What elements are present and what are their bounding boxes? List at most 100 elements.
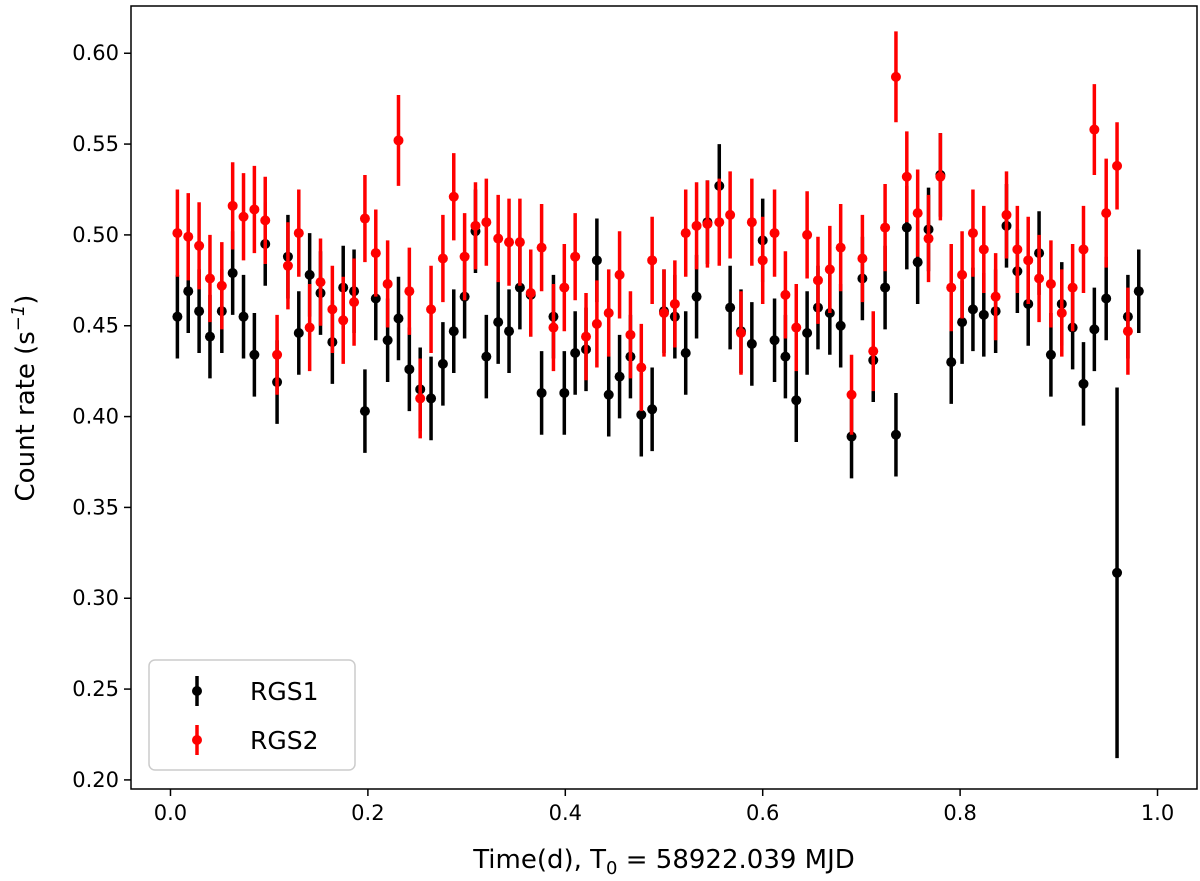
rgs1-point <box>1045 349 1056 360</box>
rgs2-point <box>227 200 238 211</box>
rgs1-point <box>636 409 647 420</box>
x-tick-label: 0.2 <box>351 801 384 825</box>
rgs2-point <box>260 215 271 226</box>
rgs2-point <box>835 242 846 253</box>
rgs2-point <box>857 253 868 264</box>
rgs1-point <box>437 358 448 369</box>
rgs1-point <box>1133 286 1144 297</box>
rgs1-point <box>359 406 370 417</box>
y-tick-label: 0.35 <box>72 495 119 519</box>
rgs1-point <box>227 268 238 279</box>
rgs2-point <box>1089 124 1100 135</box>
rgs2-point <box>769 228 780 239</box>
rgs1-point <box>172 311 183 322</box>
rgs2-point <box>812 275 823 286</box>
rgs1-point <box>1078 378 1089 389</box>
rgs2-point <box>1012 244 1023 255</box>
rgs2-point <box>714 217 725 228</box>
legend-rgs2-label: RGS2 <box>250 726 319 755</box>
rgs1-point <box>393 313 404 324</box>
rgs2-point <box>846 389 857 400</box>
rgs1-point <box>426 393 437 404</box>
rgs2-point <box>636 362 647 373</box>
rgs2-point <box>304 322 315 333</box>
rgs2-point <box>946 282 957 293</box>
rgs2-point <box>780 289 791 300</box>
rgs1-point <box>493 317 504 328</box>
rgs2-point <box>868 346 879 357</box>
rgs1-point <box>647 404 658 415</box>
rgs2-point <box>725 209 736 220</box>
rgs1-point <box>946 357 957 368</box>
legend: RGS1 RGS2 <box>148 659 356 771</box>
rgs1-point <box>691 291 702 302</box>
rgs2-point <box>183 231 194 242</box>
rgs2-point <box>249 204 260 215</box>
rgs2-point <box>437 253 448 264</box>
rgs1-point <box>967 304 978 315</box>
rgs2-point <box>448 191 459 202</box>
rgs2-point <box>481 217 492 228</box>
rgs2-point <box>525 288 536 299</box>
y-tick-label: 0.30 <box>72 586 119 610</box>
y-tick-label: 0.50 <box>72 223 119 247</box>
rgs2-point <box>282 260 293 271</box>
rgs1-point <box>780 351 791 362</box>
rgs1-point <box>514 282 525 293</box>
rgs2-point <box>559 282 570 293</box>
rgs2-point <box>824 264 835 275</box>
rgs2-point <box>293 228 304 239</box>
rgs2-point <box>880 222 891 233</box>
rgs2-point <box>978 244 989 255</box>
rgs2-point <box>1023 255 1034 266</box>
rgs1-point <box>680 347 691 358</box>
rgs2-point <box>1056 308 1067 319</box>
x-tick-label: 0.4 <box>549 801 582 825</box>
rgs1-point <box>791 395 802 406</box>
legend-rgs1-marker <box>192 686 202 696</box>
plot-area <box>172 31 1144 759</box>
rgs2-point <box>1045 278 1056 289</box>
rgs2-point <box>459 251 470 262</box>
rgs2-point <box>327 304 338 315</box>
rgs2-point <box>1067 282 1078 293</box>
rgs2-point <box>802 229 813 240</box>
rgs1-point <box>370 293 381 304</box>
rgs2-point <box>1101 208 1112 219</box>
rgs1-point <box>183 286 194 297</box>
rgs2-point <box>404 286 415 297</box>
rgs2-point <box>415 393 426 404</box>
rgs1-point <box>846 431 857 442</box>
rgs1-point <box>504 326 515 337</box>
rgs1-point <box>1089 324 1100 335</box>
rgs2-point <box>659 308 669 319</box>
rgs1-point <box>835 320 846 331</box>
rgs2-point <box>702 219 713 230</box>
rgs1-point <box>746 338 757 349</box>
rgs2-point <box>493 233 504 244</box>
rgs2-point <box>735 328 746 339</box>
legend-entry-rgs2: RGS2 <box>192 725 319 755</box>
rgs1-point <box>238 311 249 322</box>
rgs1-point <box>880 282 891 293</box>
rgs2-point <box>548 322 559 333</box>
rgs2-point <box>901 171 912 182</box>
rgs2-point <box>470 220 481 231</box>
rgs2-point <box>680 228 691 239</box>
y-axis-label: Count rate (s−1) <box>8 295 41 502</box>
rgs2-point <box>957 269 968 280</box>
rgs1-point <box>603 389 614 400</box>
rgs2-point <box>1122 326 1133 337</box>
rgs2-point <box>349 297 360 308</box>
rgs1-point <box>570 347 581 358</box>
rgs2-point <box>890 71 901 82</box>
rgs2-point <box>691 220 702 231</box>
rgs2-point <box>315 277 326 288</box>
rgs2-point <box>935 171 946 182</box>
rgs2-point <box>603 308 614 319</box>
rgs2-point <box>923 233 934 244</box>
rgs2-point <box>746 217 757 228</box>
rgs2-point <box>514 237 525 248</box>
x-tick-label: 1.0 <box>1141 801 1174 825</box>
y-axis-ticks: 0.20 0.25 0.30 0.35 0.40 0.45 0.50 0.55 0.60 <box>72 41 131 792</box>
